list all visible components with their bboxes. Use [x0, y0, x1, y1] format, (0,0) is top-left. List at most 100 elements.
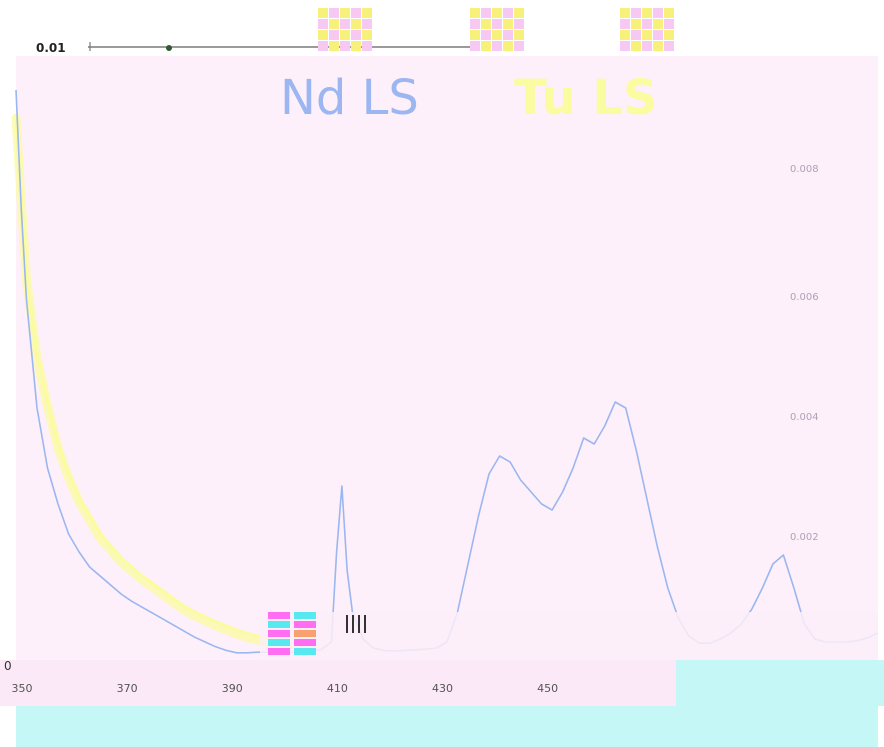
artifact-cell — [503, 30, 513, 40]
right-tick-label: 0.002 — [790, 532, 819, 543]
swatch-cell — [294, 630, 316, 637]
artifact-cell — [481, 8, 491, 18]
swatch-cell — [268, 612, 290, 619]
artifact-cell — [318, 19, 328, 29]
artifact-cell — [653, 8, 663, 18]
top-artifact-blocks — [318, 8, 674, 51]
artifact-cell — [492, 41, 502, 51]
artifact-cell — [514, 8, 524, 18]
artifact-cell — [620, 30, 630, 40]
artifact-cell — [351, 41, 361, 51]
artifact-cell — [620, 19, 630, 29]
artifact-cell — [362, 41, 372, 51]
swatch-cell — [294, 648, 316, 655]
swatch-artifact-blocks — [268, 612, 316, 655]
artifact-cell — [664, 8, 674, 18]
left-axis-label: 0 — [4, 659, 12, 673]
artifact-cell — [664, 41, 674, 51]
artifact-cell — [340, 19, 350, 29]
lower-overlay-strip — [260, 612, 878, 660]
artifact-cell — [631, 41, 641, 51]
artifact-cell — [470, 8, 480, 18]
artifact-cell — [470, 19, 480, 29]
artifact-cell — [653, 30, 663, 40]
artifact-cell — [503, 8, 513, 18]
artifact-cell — [318, 41, 328, 51]
swatch-cell — [268, 621, 290, 628]
top-scale-label: 0.01 — [36, 41, 66, 55]
artifact-cell — [492, 8, 502, 18]
artifact-cell — [470, 30, 480, 40]
artifact-cell — [653, 41, 663, 51]
right-tick-label: 0.004 — [790, 412, 819, 423]
bar-mark — [352, 615, 354, 633]
artifact-cell — [620, 8, 630, 18]
x-tick-label: 410 — [327, 682, 348, 695]
right-tick-group: 0.008 0.006 0.004 0.002 — [790, 164, 819, 543]
artifact-cell — [620, 41, 630, 51]
x-tick-group: 350 370 390 410 430 450 — [12, 682, 559, 695]
artifact-cell — [642, 19, 652, 29]
artifact-cell — [642, 8, 652, 18]
artifact-cell — [362, 8, 372, 18]
cyan-block-bottom — [16, 706, 878, 747]
x-axis-band — [0, 660, 676, 706]
artifact-cell — [631, 30, 641, 40]
artifact-cell — [631, 8, 641, 18]
artifact-cell — [329, 41, 339, 51]
artifact-cell — [340, 8, 350, 18]
artifact-cell — [492, 30, 502, 40]
artifact-cell — [351, 19, 361, 29]
artifact-cell — [481, 30, 491, 40]
x-tick-label: 370 — [117, 682, 138, 695]
artifact-cell — [340, 30, 350, 40]
artifact-cell — [318, 8, 328, 18]
artifact-cell — [514, 41, 524, 51]
artifact-cell — [492, 19, 502, 29]
series-tu-ls-line — [14, 113, 290, 644]
right-tick-label: 0.008 — [790, 164, 819, 175]
cyan-block-right — [676, 660, 884, 706]
artifact-cell — [470, 41, 480, 51]
swatch-cell — [294, 621, 316, 628]
artifact-cell — [514, 30, 524, 40]
artifact-cell — [631, 19, 641, 29]
swatch-cell — [294, 612, 316, 619]
bar-artifact-marks — [346, 615, 366, 633]
swatch-cell — [268, 639, 290, 646]
x-tick-label: 390 — [222, 682, 243, 695]
artifact-cell — [653, 19, 663, 29]
artifact-cell — [329, 30, 339, 40]
artifact-cell — [503, 19, 513, 29]
artifact-cell — [642, 41, 652, 51]
artifact-cell — [318, 30, 328, 40]
top-scale-slider-knob[interactable] — [166, 45, 172, 51]
x-tick-label: 450 — [537, 682, 558, 695]
artifact-cell — [351, 30, 361, 40]
x-tick-label: 350 — [12, 682, 33, 695]
right-tick-label: 0.006 — [790, 292, 819, 303]
artifact-cell — [481, 19, 491, 29]
bar-mark — [346, 615, 348, 633]
plot-background — [16, 56, 878, 660]
legend-nd-label: Nd LS — [280, 70, 419, 126]
swatch-cell — [268, 648, 290, 655]
swatch-cell — [268, 630, 290, 637]
swatch-cell — [294, 639, 316, 646]
artifact-cell — [340, 41, 350, 51]
artifact-cell — [664, 19, 674, 29]
bar-mark — [358, 615, 360, 633]
artifact-cell — [642, 30, 652, 40]
legend-tu-label: Tu LS — [514, 70, 658, 126]
bar-mark — [364, 615, 366, 633]
x-tick-label: 430 — [432, 682, 453, 695]
artifact-cell — [503, 41, 513, 51]
artifact-cell — [362, 19, 372, 29]
artifact-cell — [351, 8, 361, 18]
artifact-cell — [362, 30, 372, 40]
artifact-cell — [664, 30, 674, 40]
artifact-cell — [329, 19, 339, 29]
artifact-cell — [514, 19, 524, 29]
artifact-cell — [329, 8, 339, 18]
